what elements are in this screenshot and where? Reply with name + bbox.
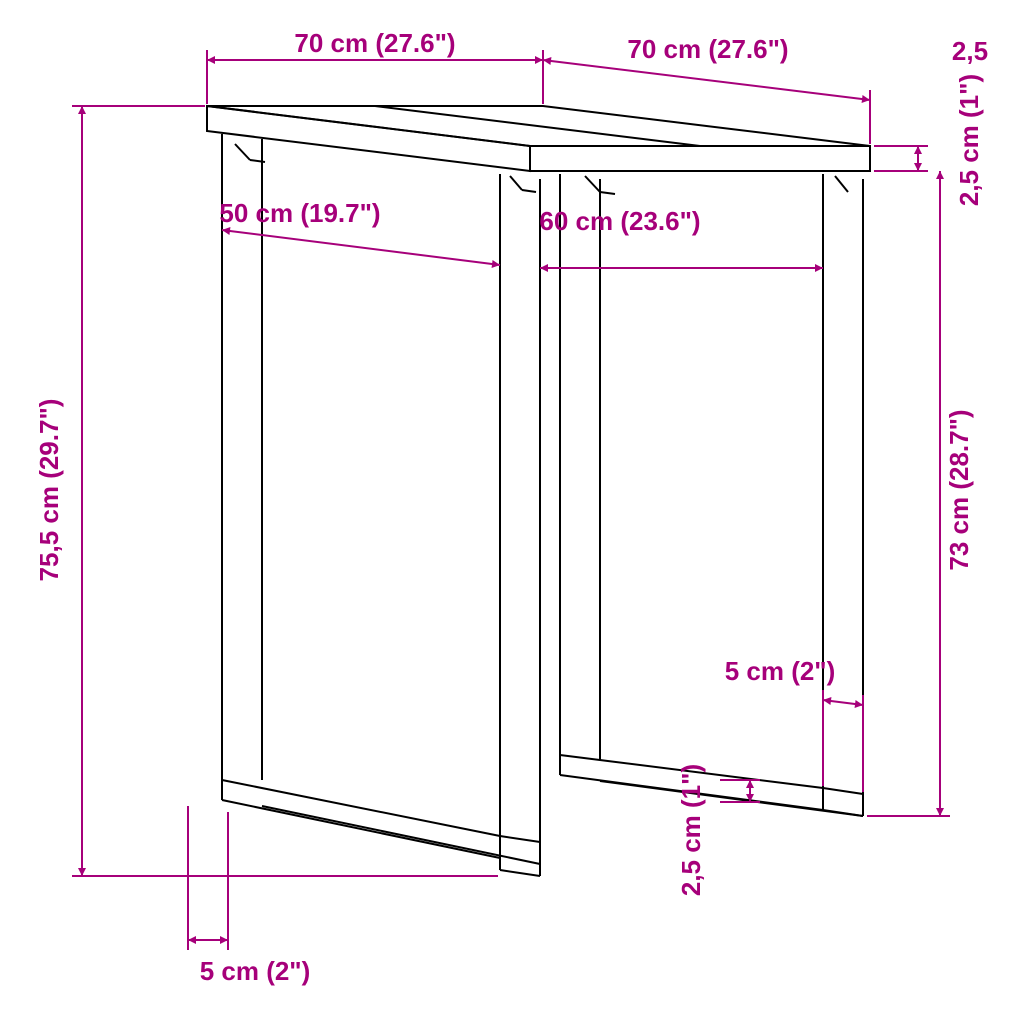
- dim-top-thickness: 2,5 cm (1"): [954, 74, 984, 206]
- dim-foot-thickness: 2,5 cm (1"): [676, 764, 706, 896]
- dim-leg-height: 73 cm (28.7"): [944, 409, 974, 570]
- dim-leg-width-side: 5 cm (2"): [725, 656, 836, 686]
- dim-top-thickness-a: 2,5: [952, 36, 988, 66]
- dim-top-depth: 70 cm (27.6"): [627, 34, 788, 64]
- dim-leg-width-front: 5 cm (2"): [200, 956, 311, 986]
- dim-base-depth: 50 cm (19.7"): [219, 198, 380, 228]
- dim-top-width: 70 cm (27.6"): [294, 28, 455, 58]
- dim-base-width: 60 cm (23.6"): [539, 206, 700, 236]
- dim-total-height: 75,5 cm (29.7"): [34, 399, 64, 582]
